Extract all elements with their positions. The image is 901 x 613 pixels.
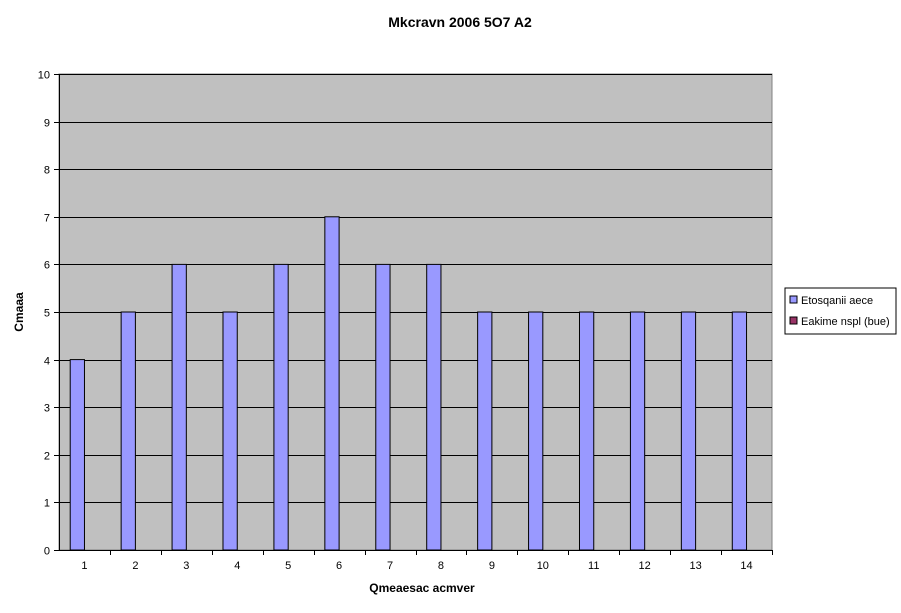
x-tick-label-12: 12 [639, 560, 651, 572]
x-tick-label-11: 11 [588, 560, 599, 572]
axes [54, 74, 773, 555]
bar-1-9 [477, 311, 493, 551]
y-tick-label-2: 2 [44, 451, 50, 463]
x-tick-label-2: 2 [132, 560, 138, 572]
x-axis-title: Qmeaesac acmver [369, 581, 475, 595]
chart-title: Mkcravn 2006 5O7 A2 [388, 14, 532, 30]
x-tick-label-10: 10 [537, 560, 549, 572]
legend-label-1: Etosqanii aece [801, 295, 873, 307]
bar-1-12 [629, 311, 646, 551]
bar-1-3 [171, 263, 187, 551]
y-tick-label-7: 7 [44, 213, 50, 225]
x-tick-label-9: 9 [489, 560, 495, 572]
legend-swatch-1 [789, 295, 798, 304]
x-tick-label-5: 5 [285, 560, 291, 572]
y-tick-label-3: 3 [44, 403, 50, 415]
x-tick-label-14: 14 [740, 560, 752, 572]
y-tick-labels: 0 1 2 3 4 5 6 7 8 9 10 [38, 70, 50, 558]
bar-1-4 [222, 311, 238, 551]
bar-1-6 [324, 216, 340, 551]
bar-1-13 [680, 311, 697, 551]
legend-swatch-2 [789, 316, 798, 325]
y-tick-label-0: 0 [44, 546, 50, 558]
bar-1-5 [273, 263, 289, 551]
legend-box [784, 287, 897, 335]
legend-label-2: Eakime nspl (bue) [801, 316, 890, 328]
bar-1-11 [578, 311, 595, 551]
x-tick-label-1: 1 [81, 560, 87, 572]
x-tick-labels: 1 2 3 4 5 6 7 8 9 10 11 12 13 14 [81, 560, 752, 572]
bar-1-7 [375, 263, 391, 551]
x-tick-label-4: 4 [234, 560, 240, 572]
y-tick-label-9: 9 [44, 118, 50, 130]
y-tick-label-5: 5 [44, 308, 50, 320]
y-tick-label-8: 8 [44, 165, 50, 177]
bar-1-2 [120, 311, 136, 551]
y-tick-label-1: 1 [44, 498, 50, 510]
bar-1-8 [426, 263, 442, 551]
x-tick-label-6: 6 [336, 560, 342, 572]
y-axis-title: Cmaaa [12, 292, 26, 332]
x-tick-label-8: 8 [438, 560, 444, 572]
bar-1-1 [69, 359, 85, 551]
y-tick-label-4: 4 [44, 356, 50, 368]
y-tick-label-6: 6 [44, 260, 50, 272]
bars [69, 216, 748, 551]
x-tick-label-7: 7 [387, 560, 393, 572]
legend: Etosqanii aece Eakime nspl (bue) [784, 287, 897, 335]
bar-1-14 [731, 311, 748, 551]
bar-1-10 [528, 311, 544, 551]
y-tick-label-10: 10 [38, 70, 50, 82]
x-tick-label-3: 3 [183, 560, 189, 572]
x-tick-label-13: 13 [689, 560, 701, 572]
